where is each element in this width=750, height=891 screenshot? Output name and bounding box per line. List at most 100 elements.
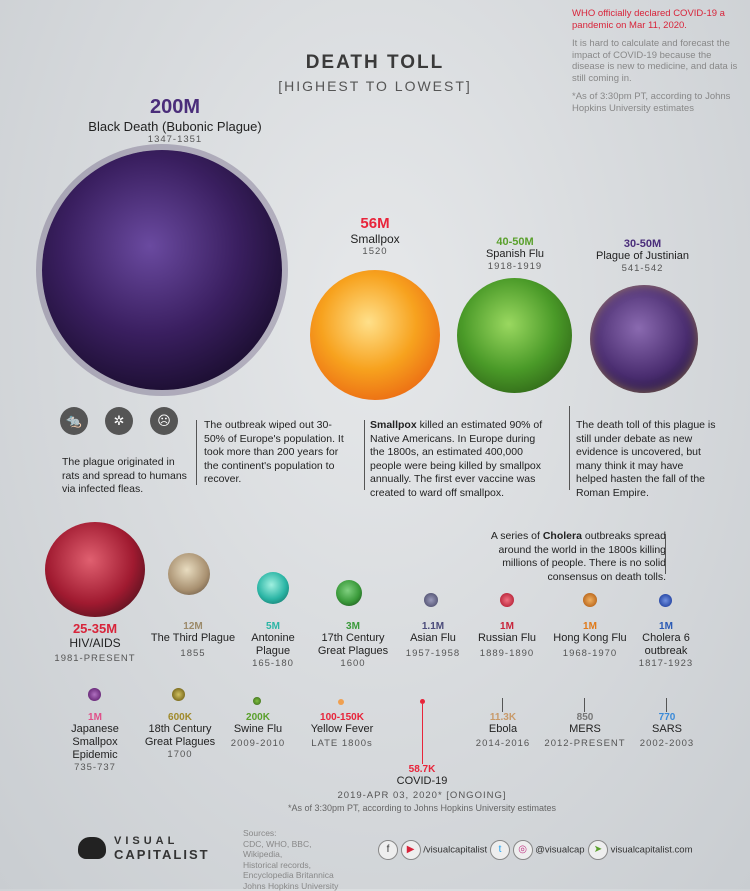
- toll: 1M: [583, 621, 597, 632]
- years: 1700: [167, 749, 193, 760]
- plague-origin-text: The plague originated in rats and spread…: [62, 456, 187, 495]
- page-subtitle: [HIGHEST TO LOWEST]: [278, 78, 472, 94]
- transmission-icons: 🐀 ✲ ☹: [60, 405, 190, 445]
- social-links: f ▶ /visualcapitalist: [378, 840, 487, 860]
- name: Smallpox: [350, 232, 400, 246]
- hard-note: It is hard to calculate and forecast the…: [572, 38, 738, 84]
- name: Asian Flu: [410, 632, 456, 644]
- years: 1520: [362, 246, 388, 257]
- smallpox-text: Smallpox killed an estimated 90% of Nati…: [370, 419, 550, 500]
- covid-years: 2019-APR 03, 2020* [ONGOING]: [337, 790, 507, 801]
- yellow-fever-ball: [338, 699, 344, 705]
- covid-line: [422, 704, 423, 764]
- black-death-ball: [42, 150, 282, 390]
- justinian-text: The death toll of this plague is still u…: [576, 419, 716, 499]
- youtube-handle[interactable]: /visualcapitalist: [423, 844, 488, 856]
- years: 1918-1919: [487, 261, 543, 272]
- japanese-smallpox-label: 1M Japanese Smallpox Epidemic 735-737: [45, 712, 145, 773]
- instagram-icon[interactable]: ◎: [512, 840, 533, 860]
- third-plague-ball: [168, 553, 210, 595]
- great-plagues-label: 3M 17th Century Great Plagues 1600: [308, 621, 398, 669]
- arrow-line: [569, 406, 570, 490]
- instagram-handle[interactable]: @visualcap: [535, 844, 585, 856]
- great-plagues-ball: [336, 580, 362, 606]
- years: 2002-2003: [639, 738, 695, 749]
- toll: 11.3K: [489, 712, 517, 723]
- name: Plague of Justinian: [596, 250, 689, 262]
- years: 165-180: [252, 658, 294, 669]
- visual-capitalist-logo[interactable]: VISUAL CAPITALIST: [78, 835, 238, 865]
- name: Cholera 6 outbreak: [642, 632, 690, 657]
- toll: 200M: [149, 96, 201, 118]
- twitter-icon[interactable]: t: [490, 840, 510, 860]
- toll: 5M: [266, 621, 280, 632]
- yellow-fever-label: 100-150K Yellow Fever LATE 1800s: [302, 712, 382, 749]
- rat-icon: 🐀: [60, 407, 88, 435]
- smallpox-desc: killed an estimated 90% of Native Americ…: [370, 419, 543, 499]
- name: Russian Flu: [477, 632, 537, 644]
- covid-label: 58.7K COVID-19: [322, 764, 522, 788]
- name: 18th Century Great Plagues: [144, 723, 216, 748]
- logo-line2: CAPITALIST: [114, 847, 210, 862]
- sars-label: 770 SARS 2002-2003: [632, 712, 702, 749]
- covid-asof: *As of 3:30pm PT, according to Johns Hop…: [287, 803, 557, 813]
- web-url[interactable]: visualcapitalist.com: [610, 844, 693, 856]
- asof-note: *As of 3:30pm PT, according to Johns Hop…: [572, 91, 731, 114]
- toll: 1M: [659, 621, 673, 632]
- sources: Sources: CDC, WHO, BBC, Wikipedia, Histo…: [243, 828, 339, 891]
- covid-ball: [420, 699, 425, 704]
- toll: 40-50M: [496, 236, 534, 248]
- youtube-icon[interactable]: ▶: [400, 840, 421, 860]
- flea-icon: ✲: [105, 407, 133, 435]
- 18th-century-label: 600K 18th Century Great Plagues 1700: [140, 712, 220, 760]
- arrow-line: [364, 420, 365, 490]
- toll: 58.7K: [408, 764, 436, 775]
- social-links-2: t ◎ @visualcap: [490, 840, 585, 860]
- justinian-label: 30-50M Plague of Justinian 541-542: [585, 238, 700, 274]
- years: 1600: [340, 658, 366, 669]
- cholera-label: 1M Cholera 6 outbreak 1817-1923: [634, 621, 698, 669]
- sars-line: [666, 698, 667, 712]
- hiv-ball: [45, 522, 145, 617]
- toll: 1M: [500, 621, 514, 632]
- page-title: DEATH TOLL: [305, 52, 445, 73]
- toll: 30-50M: [623, 238, 662, 250]
- years: LATE 1800s: [311, 738, 373, 749]
- spanish-flu-label: 40-50M Spanish Flu 1918-1919: [455, 236, 575, 272]
- years: 1968-1970: [562, 648, 618, 659]
- asian-flu-ball: [424, 593, 438, 607]
- years: 1889-1890: [479, 648, 535, 659]
- name: Spanish Flu: [485, 248, 545, 260]
- arrow-line: [665, 534, 666, 574]
- hiv-label: 25-35M HIV/AIDS 1981-PRESENT: [45, 621, 145, 664]
- logo-icon: [78, 837, 106, 859]
- years: 1855: [180, 648, 206, 659]
- toll: 1M: [88, 712, 102, 723]
- black-death-label: 200M Black Death (Bubonic Plague) 1347-1…: [70, 96, 280, 145]
- facebook-icon[interactable]: f: [378, 840, 398, 860]
- swine-flu-label: 200K Swine Flu 2009-2010: [222, 712, 294, 749]
- human-icon: ☹: [150, 407, 178, 435]
- years: 1981-PRESENT: [54, 653, 136, 664]
- name: 17th Century Great Plagues: [317, 632, 389, 657]
- name: Ebola: [488, 723, 518, 735]
- who-note: WHO officially declared COVID-19 a pande…: [572, 8, 725, 31]
- cursor-icon[interactable]: ➤: [588, 840, 608, 860]
- name: Black Death (Bubonic Plague): [88, 119, 262, 134]
- toll: 56M: [360, 215, 390, 232]
- cholera-pre: A series of: [490, 530, 543, 542]
- logo-line1: VISUAL: [114, 835, 179, 847]
- toll: 200K: [246, 712, 270, 723]
- name: The Third Plague: [150, 632, 236, 644]
- toll: 25-35M: [72, 621, 118, 636]
- antonine-label: 5M Antonine Plague 165-180: [238, 621, 308, 669]
- swine-flu-ball: [253, 697, 261, 705]
- hong-kong-flu-label: 1M Hong Kong Flu 1968-1970: [550, 621, 630, 659]
- smallpox-bold: Smallpox: [370, 419, 417, 431]
- years: 1957-1958: [405, 648, 461, 659]
- name: Japanese Smallpox Epidemic: [71, 723, 119, 761]
- antonine-ball: [257, 572, 289, 604]
- years: 1347-1351: [147, 134, 203, 145]
- years: 1817-1923: [638, 658, 694, 669]
- toll: 1.1M: [421, 621, 445, 632]
